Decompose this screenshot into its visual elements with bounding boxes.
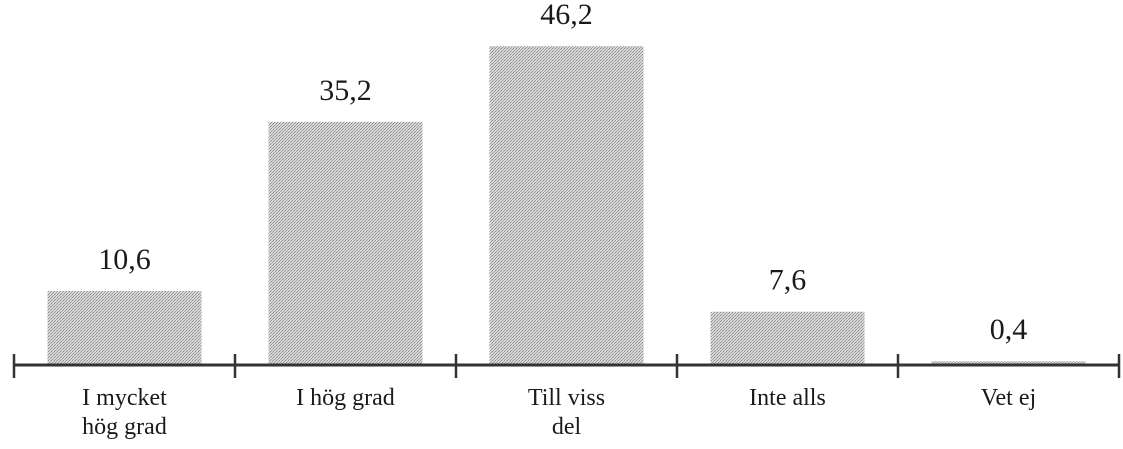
category-label: I hög grad bbox=[296, 385, 395, 411]
bar bbox=[489, 46, 644, 364]
bar bbox=[710, 311, 865, 364]
bar bbox=[47, 291, 202, 364]
bar bbox=[931, 361, 1086, 364]
category-label: del bbox=[552, 414, 582, 440]
data-label: 46,2 bbox=[540, 0, 593, 31]
bars-layer bbox=[47, 46, 1086, 364]
data-label: 35,2 bbox=[319, 74, 372, 107]
category-label: I mycket bbox=[82, 385, 167, 411]
x-axis bbox=[12, 354, 1121, 378]
data-label: 0,4 bbox=[990, 313, 1028, 346]
category-label: Till viss bbox=[528, 385, 605, 411]
labels-layer: 10,6 I mycket hög grad 35,2 I hög grad 46,2 Ti… bbox=[82, 0, 1036, 440]
category-label: Vet ej bbox=[981, 385, 1036, 411]
category-label: Inte alls bbox=[749, 385, 826, 411]
bar bbox=[268, 121, 423, 364]
data-label: 10,6 bbox=[98, 243, 151, 276]
data-label: 7,6 bbox=[769, 264, 807, 297]
category-label: hög grad bbox=[82, 414, 167, 440]
